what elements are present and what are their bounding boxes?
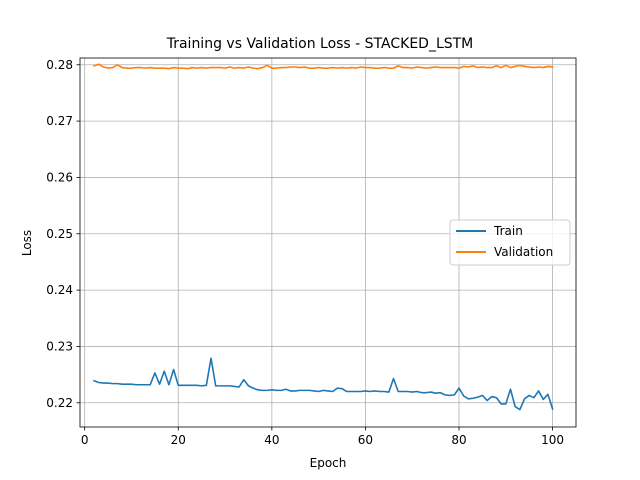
x-tick-label: 60 (358, 433, 373, 447)
legend: Train Validation (449, 219, 571, 266)
y-tick-label: 0.23 (46, 339, 73, 353)
y-tick-label: 0.26 (46, 170, 73, 184)
plot-frame (79, 57, 577, 428)
y-tick-label: 0.24 (46, 283, 73, 297)
x-axis-ticks: 0 20 40 60 80 100 (81, 427, 564, 447)
y-tick-label: 0.28 (46, 58, 73, 72)
y-axis-label: Loss (20, 230, 34, 256)
y-tick-label: 0.22 (46, 396, 73, 410)
series-layer (93, 63, 554, 411)
x-tick-label: 40 (264, 433, 279, 447)
x-tick-label: 20 (171, 433, 186, 447)
series-line-validation (93, 63, 554, 70)
x-axis-label: Epoch (310, 456, 347, 470)
legend-label-train: Train (493, 224, 523, 238)
y-tick-label: 0.27 (46, 114, 73, 128)
y-axis-ticks: 0.22 0.23 0.24 0.25 0.26 0.27 0.28 (46, 58, 80, 410)
chart-title: Training vs Validation Loss - STACKED_LS… (166, 36, 474, 52)
x-tick-label: 100 (541, 433, 564, 447)
legend-label-validation: Validation (494, 245, 553, 259)
x-tick-label: 80 (451, 433, 466, 447)
x-tick-label: 0 (81, 433, 89, 447)
y-tick-label: 0.25 (46, 227, 73, 241)
series-line-train (93, 357, 554, 411)
